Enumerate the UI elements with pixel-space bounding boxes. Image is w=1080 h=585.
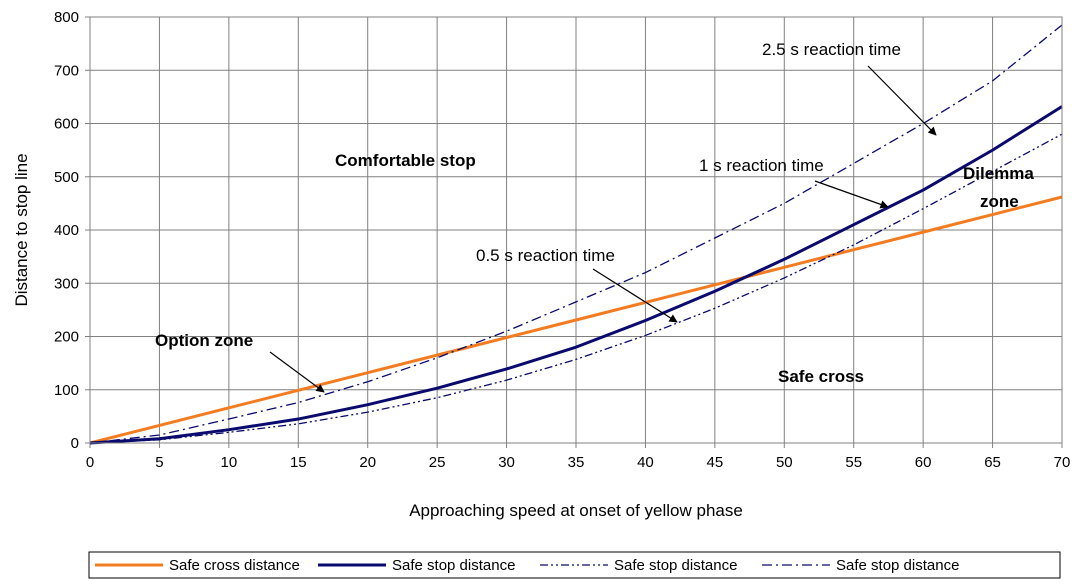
x-tick-label: 25	[429, 454, 446, 471]
y-tick-label: 300	[54, 275, 79, 292]
x-tick-label: 10	[221, 454, 238, 471]
x-tick-label: 70	[1054, 454, 1071, 471]
y-tick-label: 200	[54, 329, 79, 346]
y-tick-label: 700	[54, 62, 79, 79]
y-tick-label: 800	[54, 9, 79, 26]
x-axis-label: Approaching speed at onset of yellow pha…	[409, 501, 743, 520]
x-tick-label: 0	[86, 454, 94, 471]
legend-label-0: Safe cross distance	[169, 557, 300, 574]
label-dilemma: Dilemma	[963, 164, 1034, 183]
y-tick-label: 0	[71, 435, 79, 452]
x-tick-label: 20	[359, 454, 376, 471]
y-tick-label: 600	[54, 116, 79, 133]
y-tick-label: 500	[54, 169, 79, 186]
x-tick-label: 50	[776, 454, 793, 471]
x-tick-label: 35	[568, 454, 585, 471]
arrow-0-5s	[592, 268, 678, 323]
y-axis-label: Distance to stop line	[12, 153, 31, 306]
x-tick-label: 15	[290, 454, 307, 471]
legend-box	[88, 551, 1061, 579]
annotation-2-5s: 2.5 s reaction time	[762, 40, 901, 59]
legend-label-2: Safe stop distance	[614, 557, 737, 574]
x-tick-label: 30	[498, 454, 515, 471]
y-tick-label: 400	[54, 222, 79, 239]
annotation-1s: 1 s reaction time	[699, 156, 824, 175]
legend: Safe cross distance Safe stop distance S…	[88, 551, 1061, 579]
label-comfortable-stop: Comfortable stop	[335, 151, 476, 170]
label-option-zone: Option zone	[155, 331, 253, 350]
arrow-option-zone	[269, 351, 325, 393]
annotation-0-5s: 0.5 s reaction time	[476, 246, 615, 265]
series-line-2	[89, 133, 1063, 444]
label-safe-cross: Safe cross	[778, 367, 864, 386]
series-line-0	[89, 195, 1063, 445]
label-zone: zone	[980, 192, 1019, 211]
x-tick-label: 55	[845, 454, 862, 471]
legend-label-1: Safe stop distance	[392, 557, 515, 574]
arrow-1s	[814, 180, 889, 209]
x-tick-label: 45	[707, 454, 724, 471]
y-tick-label: 100	[54, 382, 79, 399]
x-tick-label: 40	[637, 454, 654, 471]
series-line-1	[89, 105, 1063, 445]
x-tick-label: 5	[155, 454, 163, 471]
x-tick-label: 60	[915, 454, 932, 471]
arrow-2-5s	[867, 65, 937, 136]
series-lines	[89, 24, 1063, 445]
legend-label-3: Safe stop distance	[836, 557, 959, 574]
plot-frame	[89, 16, 1063, 444]
series-line-3	[89, 24, 1063, 444]
ticks: 0 5 10 15 20 25 30 35 40 45 50 55 60 65 70010020030040…	[54, 9, 1070, 471]
x-tick-label: 65	[984, 454, 1001, 471]
